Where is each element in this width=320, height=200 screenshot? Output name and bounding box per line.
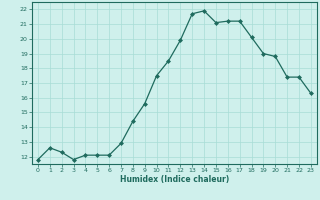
X-axis label: Humidex (Indice chaleur): Humidex (Indice chaleur) <box>120 175 229 184</box>
